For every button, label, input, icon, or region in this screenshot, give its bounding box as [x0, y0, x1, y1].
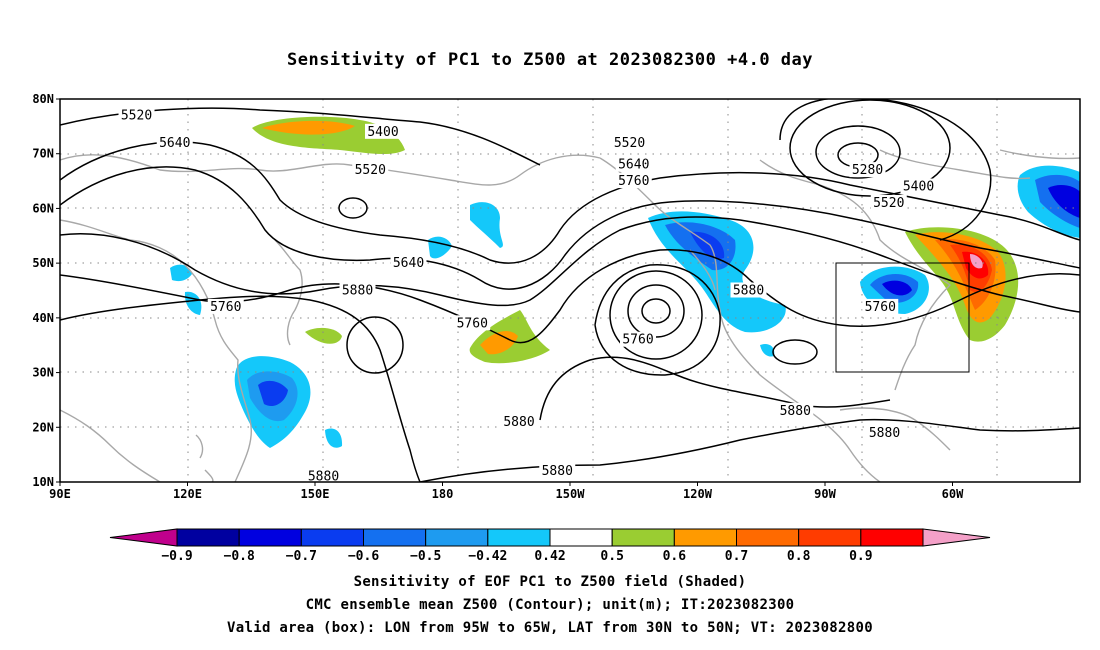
lat-tick-label: 50N: [32, 256, 54, 270]
valid-area-box: [835, 262, 970, 373]
colorbar-lower-triangle: [109, 528, 178, 547]
contour-label: 5760: [210, 300, 241, 315]
colorbar-box: [425, 528, 489, 547]
longitude-axis: 90E 120E 150E 180 150W 120W 90W 60W: [49, 482, 964, 501]
lat-tick-label: 60N: [32, 201, 54, 215]
colorbar-label: 0.42: [534, 549, 565, 564]
contour-label: 5520: [614, 136, 645, 151]
contour-label: 5520: [355, 163, 386, 178]
contour-label-bg: [539, 463, 576, 479]
lat-tick-label: 40N: [32, 311, 54, 325]
lon-tick-label: 180: [432, 487, 454, 501]
contour-label: 5880: [503, 415, 534, 430]
colorbar-label: −0.7: [286, 549, 317, 564]
contour-label: 5880: [542, 464, 573, 479]
contour-label-bg: [615, 173, 652, 189]
contour-label: 5880: [869, 426, 900, 441]
contour-labels: 5520564054005520564057605880576055205640…: [118, 107, 937, 485]
contour-label-bg: [352, 162, 389, 178]
contour-label: 5520: [873, 196, 904, 211]
caption-contour: CMC ensemble mean Z500 (Contour); unit(m…: [305, 597, 795, 613]
latitude-axis: 80N 70N 60N 50N 40N 30N 20N 10N: [32, 92, 60, 489]
colorbar-box: [300, 528, 365, 547]
colorbar-label: −0.6: [348, 549, 379, 564]
contour-label-bg: [862, 298, 899, 314]
colorbar-box: [673, 528, 737, 547]
colorbar-label: −0.5: [410, 549, 441, 564]
contour-label: 5640: [159, 136, 190, 151]
contour-label-bg: [730, 282, 767, 298]
colorbar-label: −0.9: [161, 549, 192, 564]
contour-label-bg: [615, 156, 652, 172]
contour-label-bg: [777, 402, 814, 418]
lat-tick-label: 10N: [32, 475, 54, 489]
colorbar-box: [549, 528, 613, 547]
contour-label: 5760: [457, 316, 488, 331]
lat-lon-grid: [60, 99, 1080, 482]
caption-shaded: Sensitivity of EOF PC1 to Z500 field (Sh…: [353, 574, 747, 590]
lat-tick-label: 70N: [32, 147, 54, 161]
contour-label-bg: [156, 134, 193, 150]
contour-label: 5400: [367, 125, 398, 140]
lon-tick-label: 60W: [942, 487, 964, 501]
contour-label-bg: [611, 134, 648, 150]
lat-tick-label: 30N: [32, 366, 54, 380]
lon-tick-label: 150E: [301, 487, 330, 501]
colorbar-label: 0.9: [849, 549, 872, 564]
lat-tick-label: 80N: [32, 92, 54, 106]
contour-label: 5760: [622, 333, 653, 348]
colorbar-box: [176, 528, 240, 547]
contour-label-bg: [305, 468, 342, 482]
contour-label: 5760: [865, 300, 896, 315]
contour-label: 5520: [121, 108, 152, 123]
colorbar-box: [736, 528, 800, 547]
contour-label-bg: [866, 424, 903, 440]
colorbar-upper-triangle: [922, 528, 991, 547]
contour-label: 5640: [618, 158, 649, 173]
lon-tick-label: 150W: [556, 487, 586, 501]
caption-valid-area: Valid area (box): LON from 95W to 65W, L…: [227, 620, 873, 636]
contour-label: 5880: [780, 404, 811, 419]
contour-label: 5280: [852, 163, 883, 178]
lon-tick-label: 90E: [49, 487, 71, 501]
contour-label-bg: [849, 162, 886, 178]
colorbar-label: 0.8: [787, 549, 811, 564]
contour-label: 5760: [618, 174, 649, 189]
contour-label-bg: [339, 282, 376, 298]
contour-label-bg: [207, 298, 244, 314]
colorbar-box: [798, 528, 862, 547]
contour-label: 5400: [903, 180, 934, 195]
contour-label: 5880: [733, 284, 764, 299]
lon-tick-label: 90W: [814, 487, 836, 501]
contour-label-bg: [870, 194, 907, 210]
colorbar: −0.9 −0.8 −0.7 −0.6 −0.5 −0.42 0.42 0.5 0.6 0.7 0.…: [109, 528, 991, 564]
colorbar-label: 0.6: [663, 549, 687, 564]
colorbar-box: [487, 528, 551, 547]
contour-label-bg: [118, 107, 155, 123]
contour-label: 5880: [342, 284, 373, 299]
contour-label-bg: [454, 315, 491, 331]
colorbar-box: [363, 528, 427, 547]
lon-tick-label: 120E: [173, 487, 202, 501]
colorbar-box: [860, 528, 924, 547]
sensitivity-map: 5520564054005520564057605880576055205640…: [32, 92, 1081, 564]
contour-label-bg: [620, 331, 656, 347]
colorbar-label: 0.7: [725, 549, 748, 564]
contour-label: 5640: [393, 256, 424, 271]
colorbar-box: [238, 528, 302, 547]
lon-tick-label: 120W: [683, 487, 713, 501]
colorbar-label: 0.5: [600, 549, 623, 564]
contour-label: 5880: [308, 470, 339, 485]
colorbar-label: −0.42: [468, 549, 507, 564]
contour-label-bg: [900, 178, 937, 194]
contour-label-bg: [501, 413, 537, 429]
colorbar-box: [611, 528, 675, 547]
contour-label-bg: [390, 255, 427, 271]
colorbar-label: −0.8: [224, 549, 255, 564]
chart-title: Sensitivity of PC1 to Z500 at 2023082300…: [286, 50, 813, 70]
contour-label-bg: [365, 123, 401, 139]
lat-tick-label: 20N: [32, 420, 54, 434]
